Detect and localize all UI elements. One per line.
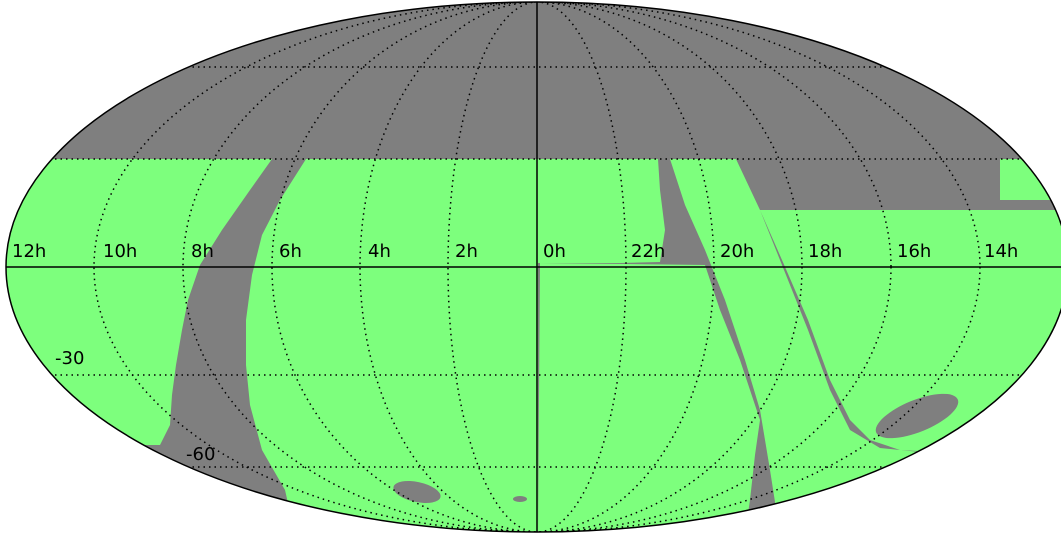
ra-labels: 12h 10h 8h 6h 4h 2h 0h 22h 20h 18h 16h 1… <box>12 241 1018 262</box>
ra-label: 6h <box>279 241 302 262</box>
ra-label: 20h <box>720 241 754 262</box>
ra-label: 8h <box>191 241 214 262</box>
ra-label: 14h <box>984 241 1018 262</box>
ra-label: 16h <box>897 241 931 262</box>
ra-label: 10h <box>103 241 137 262</box>
dec-label: -60 <box>186 444 215 465</box>
excluded-patch-smc <box>393 481 441 503</box>
ra-label: 12h <box>12 241 46 262</box>
ra-label: 18h <box>808 241 842 262</box>
ra-label: 2h <box>455 241 478 262</box>
dec-labels: -30 -60 <box>55 348 215 465</box>
ra-label: 22h <box>631 241 665 262</box>
footprint-region <box>6 159 1061 532</box>
map-outline <box>5 1 1061 533</box>
ra-label: 4h <box>368 241 391 262</box>
dec-label: -30 <box>55 348 84 369</box>
ra-label: 0h <box>543 241 566 262</box>
excluded-patch-lmc <box>875 393 959 439</box>
excluded-patch-small <box>513 496 527 502</box>
